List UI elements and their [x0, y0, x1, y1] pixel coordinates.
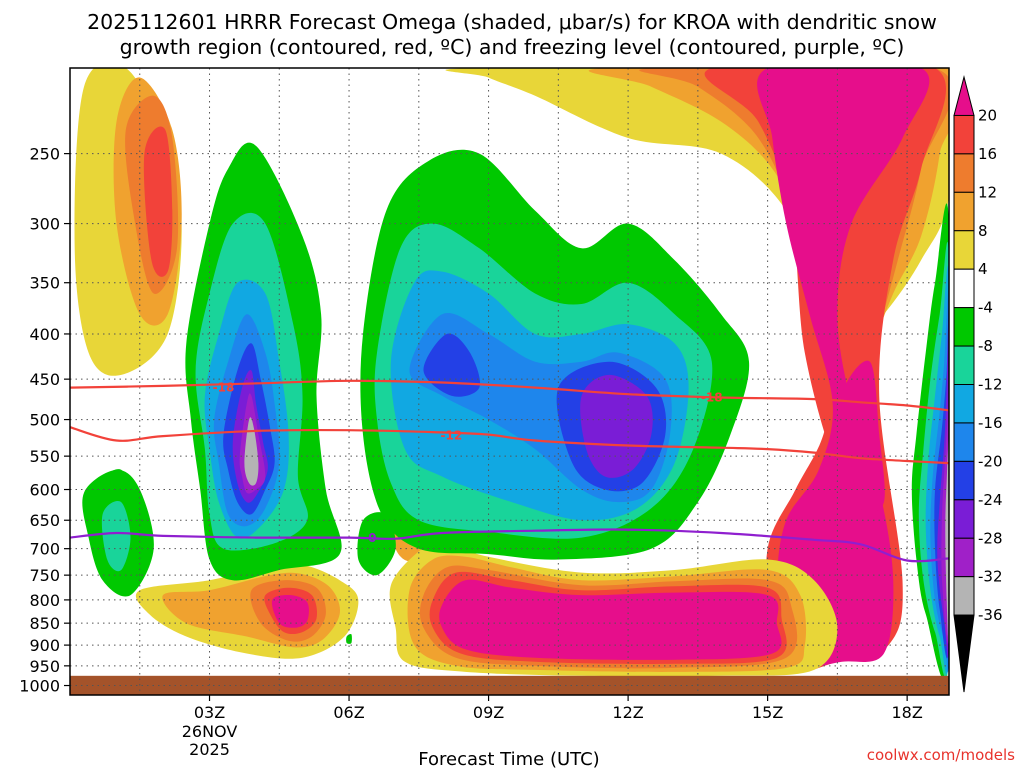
- colorbar-swatch-3: [953, 191, 975, 232]
- omega-region-neg24-39: [423, 333, 481, 397]
- colorbar-label-10: -24: [978, 491, 1003, 509]
- y-tick-label-700: 700: [29, 540, 60, 559]
- y-tick-label-300: 300: [29, 215, 60, 234]
- colorbar-swatch-7: [953, 345, 975, 385]
- x-tick-date-0: 26NOV: [182, 722, 238, 741]
- omega-region-neg12-26: [101, 500, 131, 572]
- chart-title-line-1: 2025112601 HRRR Forecast Omega (shaded, …: [87, 10, 937, 34]
- colorbar-swatch-8: [953, 384, 975, 424]
- omega-region-20-21: [439, 579, 782, 660]
- omega-region-neg36-34: [244, 417, 259, 486]
- colorbar-swatch-10: [953, 460, 975, 501]
- y-axis-ticks: 250 300 350 400 450 500 550 600 650 700 750 800 850 9…: [19, 145, 70, 696]
- colorbar-label-9: -20: [978, 452, 1003, 470]
- x-tick-label-09Z: 09Z: [473, 703, 504, 722]
- colorbar-label-6: -8: [978, 337, 993, 355]
- y-tick-label-400: 400: [29, 325, 60, 344]
- omega-shading: [74, 68, 949, 681]
- colorbar-label-4: 4: [978, 260, 988, 278]
- contour-dgz_upper: [70, 379, 949, 412]
- y-tick-label-950: 950: [29, 657, 60, 676]
- contour-dgz_lower: [70, 426, 949, 465]
- y-tick-label-750: 750: [29, 566, 60, 585]
- colorbar-label-1: 16: [978, 145, 997, 163]
- y-tick-label-450: 450: [29, 370, 60, 389]
- omega-region-20-10: [841, 360, 885, 513]
- x-axis-label: Forecast Time (UTC): [418, 749, 599, 768]
- x-tick-label-15Z: 15Z: [752, 703, 783, 722]
- x-tick-label-18Z: 18Z: [891, 703, 922, 722]
- temperature-contours: -18 -18 -12 0: [70, 379, 949, 563]
- x-tick-label-12Z: 12Z: [612, 703, 643, 722]
- colorbar: 20 16 12 8 4 -4 -8 -12 -16 -20 -24 -28 -32 -36: [953, 75, 1003, 693]
- y-tick-label-250: 250: [29, 145, 60, 164]
- colorbar-top-arrow: [953, 75, 975, 116]
- x-tick-label-03Z: 03Z: [194, 703, 225, 722]
- colorbar-label-8: -16: [978, 414, 1003, 432]
- plot-frame: [69, 67, 950, 696]
- colorbar-swatch-5: [953, 268, 975, 309]
- colorbar-swatch-12: [953, 537, 975, 578]
- y-tick-label-500: 500: [29, 411, 60, 430]
- colorbar-label-2: 12: [978, 183, 997, 201]
- y-tick-label-600: 600: [29, 481, 60, 500]
- colorbar-swatch-4: [953, 230, 975, 270]
- omega-region-neg8-24: [357, 512, 396, 576]
- colorbar-swatch-11: [953, 499, 975, 539]
- colorbar-label-12: -32: [978, 568, 1003, 586]
- plot-area: -18 -18 -12 0: [70, 68, 949, 695]
- omega-region-neg28-41: [580, 374, 653, 478]
- omega-region-neg36-49: [945, 348, 949, 644]
- y-tick-label-650: 650: [29, 511, 60, 530]
- colorbar-label-5: -4: [978, 299, 993, 317]
- colorbar-label-13: -36: [978, 606, 1003, 624]
- x-tick-date-1: 2025: [189, 740, 230, 759]
- contour-freezing_level: [70, 528, 949, 563]
- omega-region-neg8-25: [346, 633, 352, 644]
- y-tick-label-800: 800: [29, 591, 60, 610]
- y-tick-label-900: 900: [29, 636, 60, 655]
- contour-label-0: -18: [213, 381, 235, 395]
- y-tick-label-350: 350: [29, 274, 60, 293]
- omega-region-20-16: [271, 594, 309, 628]
- y-tick-label-550: 550: [29, 447, 60, 466]
- y-tick-label-1000: 1000: [19, 677, 60, 696]
- credit-link[interactable]: coolwx.com/models: [867, 746, 1015, 764]
- contour-label-3: 0: [368, 531, 376, 545]
- y-tick-label-850: 850: [29, 614, 60, 633]
- colorbar-label-0: 20: [978, 106, 997, 124]
- contour-label-2: -12: [441, 428, 463, 442]
- colorbar-swatch-9: [953, 422, 975, 462]
- colorbar-swatch-1: [953, 114, 975, 155]
- contour-label-1: -18: [701, 390, 723, 404]
- colorbar-swatch-13: [953, 576, 975, 616]
- x-tick-label-06Z: 06Z: [333, 703, 364, 722]
- chart-title-line-2: growth region (contoured, red, ºC) and f…: [120, 35, 905, 59]
- ground-surface: [70, 675, 949, 695]
- colorbar-swatch-2: [953, 153, 975, 193]
- colorbar-label-7: -12: [978, 376, 1003, 394]
- colorbar-swatch-6: [953, 307, 975, 347]
- colorbar-label-3: 8: [978, 222, 988, 240]
- colorbar-label-11: -28: [978, 529, 1003, 547]
- grid-lines: [70, 68, 949, 695]
- omega-region-20-9: [757, 68, 930, 668]
- omega-region-16-3: [143, 126, 173, 277]
- colorbar-bottom-arrow: [953, 614, 975, 693]
